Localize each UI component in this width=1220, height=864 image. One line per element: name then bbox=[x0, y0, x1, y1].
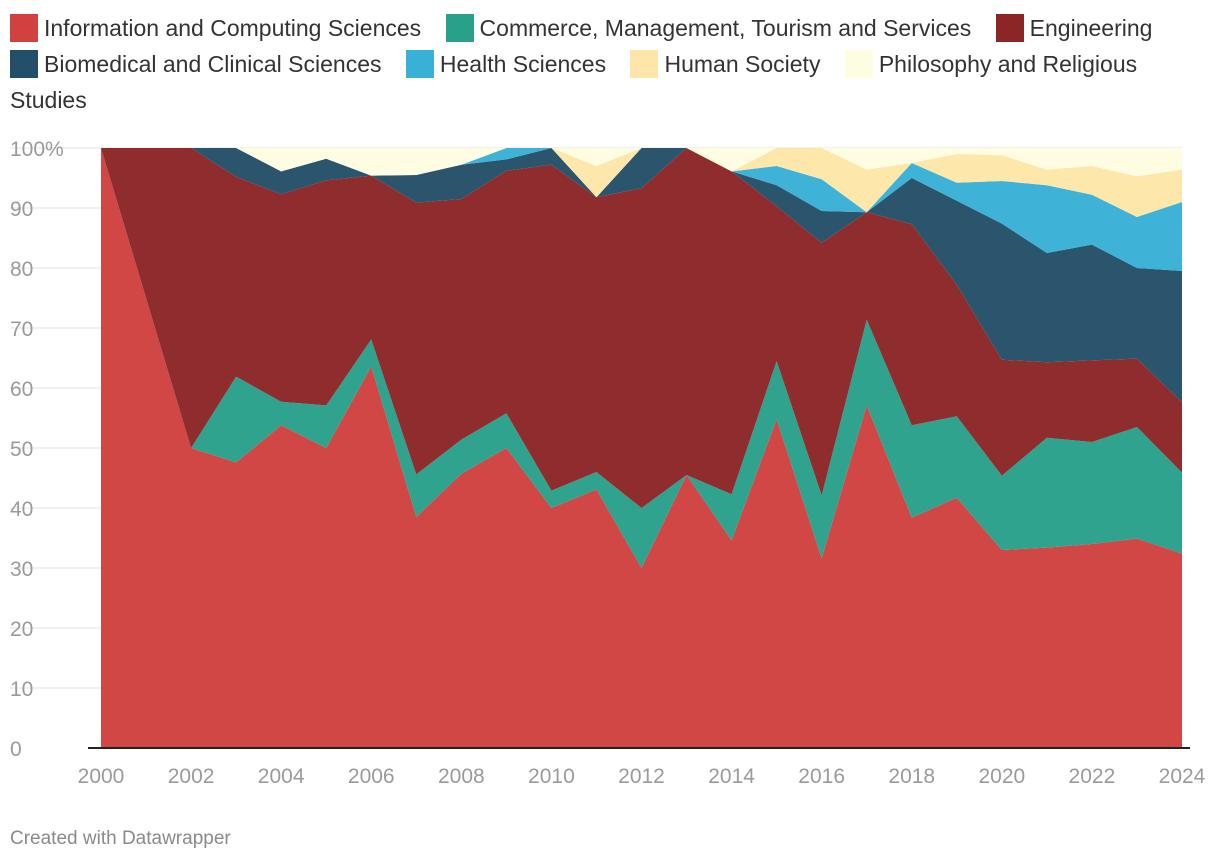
x-tick-label: 2018 bbox=[888, 765, 935, 788]
x-tick-label: 2014 bbox=[708, 765, 755, 788]
stacked-area-chart: 0 10 20 30 40 50 60 70 80 90 100% 2000 2002 2004 2006 2… bbox=[0, 0, 1220, 864]
y-tick-label: 10 bbox=[10, 678, 33, 701]
y-tick-label: 40 bbox=[10, 498, 33, 521]
y-tick-label: 30 bbox=[10, 558, 33, 581]
x-tick-label: 2012 bbox=[618, 765, 665, 788]
x-tick-label: 2016 bbox=[798, 765, 845, 788]
y-tick-label: 60 bbox=[10, 378, 33, 401]
y-tick-label: 20 bbox=[10, 618, 33, 641]
x-tick-label: 2004 bbox=[258, 765, 305, 788]
x-tick-label: 2002 bbox=[168, 765, 215, 788]
x-tick-label: 2000 bbox=[78, 765, 125, 788]
y-tick-label: 70 bbox=[10, 318, 33, 341]
x-tick-label: 2006 bbox=[348, 765, 395, 788]
footer-credit: Created with Datawrapper bbox=[10, 828, 231, 850]
y-tick-label: 0 bbox=[10, 738, 22, 761]
y-tick-label: 100% bbox=[10, 138, 64, 161]
x-tick-label: 2024 bbox=[1159, 765, 1206, 788]
x-tick-label: 2008 bbox=[438, 765, 485, 788]
x-tick-label: 2010 bbox=[528, 765, 575, 788]
y-tick-label: 90 bbox=[10, 198, 33, 221]
x-tick-label: 2022 bbox=[1069, 765, 1116, 788]
area-series bbox=[101, 148, 1182, 748]
y-tick-label: 80 bbox=[10, 258, 33, 281]
x-tick-label: 2020 bbox=[978, 765, 1025, 788]
y-tick-label: 50 bbox=[10, 438, 33, 461]
